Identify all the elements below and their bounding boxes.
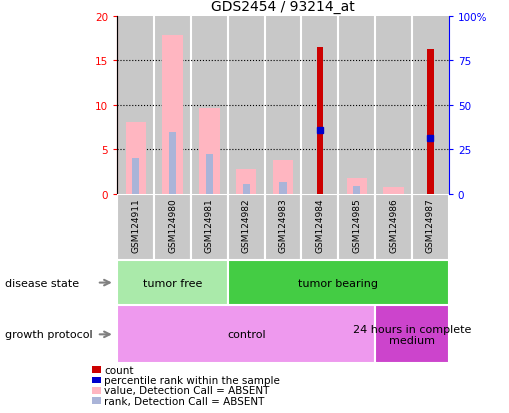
Text: growth protocol: growth protocol <box>5 330 93 339</box>
Text: value, Detection Call = ABSENT: value, Detection Call = ABSENT <box>104 385 269 395</box>
Bar <box>199 109 219 194</box>
Text: disease state: disease state <box>5 278 79 288</box>
Bar <box>117 306 375 363</box>
Text: control: control <box>227 330 265 339</box>
Bar <box>190 17 228 194</box>
Bar <box>375 17 411 194</box>
Bar <box>375 194 411 260</box>
Bar <box>279 183 286 194</box>
Text: GSM124985: GSM124985 <box>352 197 360 252</box>
Bar <box>117 260 228 306</box>
Text: tumor free: tumor free <box>143 278 202 288</box>
Bar <box>316 47 323 194</box>
Bar <box>236 169 256 194</box>
Bar <box>117 17 154 194</box>
Text: count: count <box>104 365 133 375</box>
Bar <box>264 17 301 194</box>
Bar <box>375 306 448 363</box>
Text: GSM124986: GSM124986 <box>388 197 397 252</box>
Bar <box>132 159 139 194</box>
Bar <box>264 194 301 260</box>
Text: GSM124983: GSM124983 <box>278 197 287 252</box>
Bar <box>168 133 176 194</box>
Text: GSM124987: GSM124987 <box>425 197 434 252</box>
Text: GSM124911: GSM124911 <box>131 197 140 252</box>
Bar <box>346 178 366 194</box>
Bar <box>117 194 154 260</box>
Text: 24 hours in complete
medium: 24 hours in complete medium <box>352 324 470 345</box>
Bar <box>242 184 249 194</box>
Bar <box>301 194 337 260</box>
Title: GDS2454 / 93214_at: GDS2454 / 93214_at <box>211 0 354 14</box>
Bar <box>301 17 337 194</box>
Bar <box>411 194 448 260</box>
Bar <box>228 194 264 260</box>
Text: GSM124980: GSM124980 <box>168 197 177 252</box>
Bar <box>205 154 213 194</box>
Text: GSM124981: GSM124981 <box>205 197 213 252</box>
Bar <box>125 123 146 194</box>
Text: rank, Detection Call = ABSENT: rank, Detection Call = ABSENT <box>104 396 264 406</box>
Text: GSM124984: GSM124984 <box>315 197 324 252</box>
Bar <box>352 186 360 194</box>
Bar <box>228 17 264 194</box>
Bar <box>337 17 375 194</box>
Bar <box>190 194 228 260</box>
Text: tumor bearing: tumor bearing <box>298 278 378 288</box>
Bar <box>337 194 375 260</box>
Bar <box>228 260 448 306</box>
Bar <box>426 50 433 194</box>
Bar <box>154 194 190 260</box>
Bar <box>272 160 293 194</box>
Bar <box>411 17 448 194</box>
Bar <box>162 36 182 194</box>
Bar <box>154 17 190 194</box>
Text: percentile rank within the sample: percentile rank within the sample <box>104 375 279 385</box>
Bar <box>383 188 403 194</box>
Text: GSM124982: GSM124982 <box>241 197 250 252</box>
